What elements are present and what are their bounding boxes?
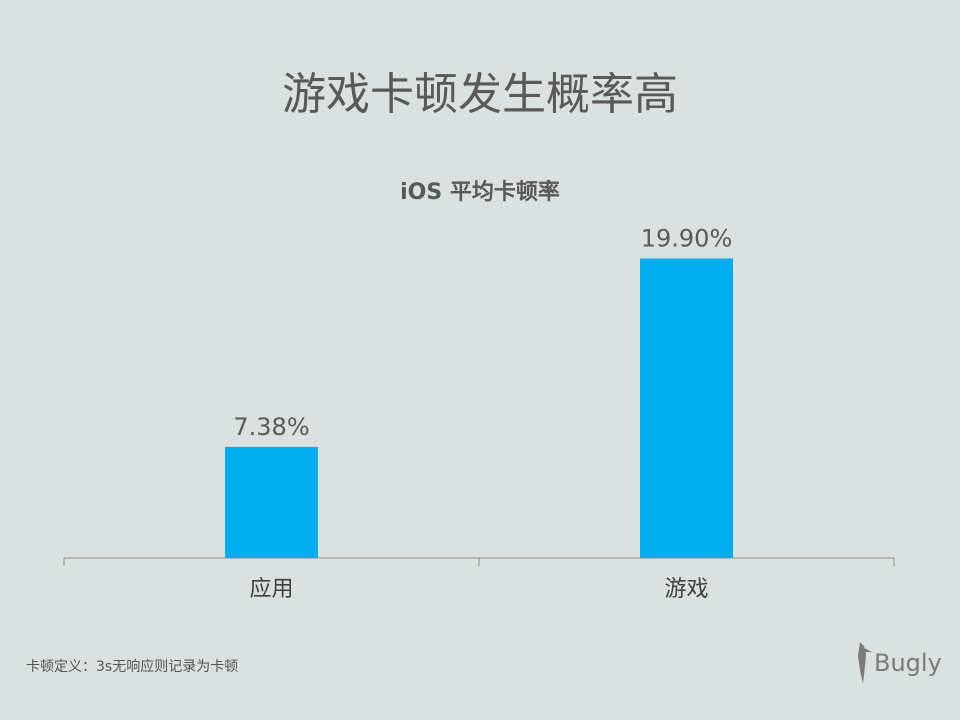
footnote: 卡顿定义：3s无响应则记录为卡顿 — [26, 659, 239, 675]
data-label: 19.90% — [641, 225, 733, 253]
x-tick-label: 应用 — [249, 577, 293, 602]
data-label: 7.38% — [233, 413, 309, 441]
bar — [225, 446, 318, 558]
logo-text: Bugly — [874, 649, 942, 677]
bar — [640, 258, 733, 558]
chart-title: iOS 平均卡顿率 — [400, 180, 560, 205]
woodpecker-icon — [858, 642, 872, 684]
page-title: 游戏卡顿发生概率高 — [282, 69, 678, 120]
bugly-logo: Bugly — [852, 640, 942, 686]
x-tick-label: 游戏 — [664, 577, 708, 602]
